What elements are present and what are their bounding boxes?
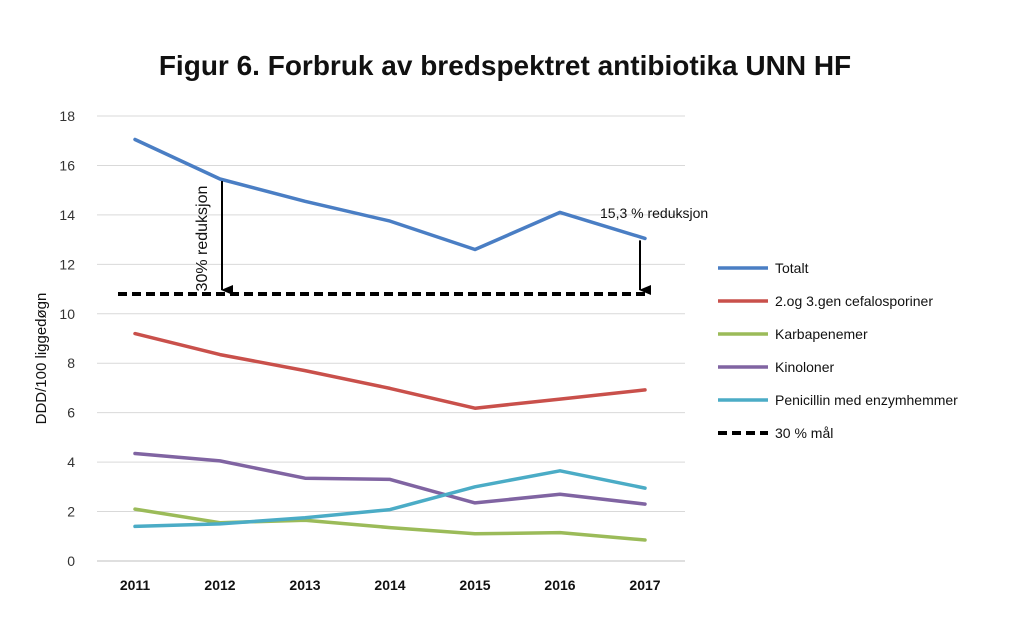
y-tick-label: 4	[67, 454, 75, 470]
y-tick-label: 6	[67, 405, 75, 421]
series-lines	[118, 137, 650, 542]
y-tick-label: 18	[59, 108, 75, 124]
x-tick-label: 2015	[459, 577, 490, 593]
chart-title: Figur 6. Forbruk av bredspektret antibio…	[158, 50, 852, 81]
x-tick-label: 2017	[629, 577, 660, 593]
annotations: 30% reduksjon 15,3 % reduksjon	[194, 181, 708, 295]
y-tick-label: 0	[67, 553, 75, 569]
x-tick-label: 2016	[544, 577, 575, 593]
series-line-penicillin-med-enzymhemmer	[133, 469, 647, 529]
y-tick-label: 14	[59, 207, 75, 223]
y-axis-title: DDD/100 liggedøgn	[33, 293, 50, 425]
y-tick-label: 16	[59, 157, 75, 173]
y-tick-label: 12	[59, 256, 75, 272]
annotation-label: 30% reduksjon	[194, 186, 211, 292]
y-tick-label: 2	[67, 504, 75, 520]
x-tick-label: 2012	[204, 577, 235, 593]
legend-label: Penicillin med enzymhemmer	[775, 392, 958, 408]
y-tick-label: 10	[59, 306, 75, 322]
x-tick-label: 2011	[120, 577, 151, 593]
series-line-totalt	[133, 137, 647, 252]
axes: 0 2 4 6 8 10 12 14 16 18 2011 2012 2013 2014 2015 2016 2…	[33, 108, 685, 593]
legend-label: 30 % mål	[775, 425, 833, 441]
legend-label: Totalt	[775, 260, 809, 276]
legend-label: 2.og 3.gen cefalosporiner	[775, 293, 933, 309]
gridlines	[97, 115, 685, 562]
legend-label: Karbapenemer	[775, 326, 868, 342]
legend: Totalt 2.og 3.gen cefalosporiner Karbapene…	[718, 260, 958, 441]
series-line-kinoloner	[133, 451, 647, 506]
legend-label: Kinoloner	[775, 359, 834, 375]
x-tick-label: 2013	[289, 577, 320, 593]
x-tick-label: 2014	[374, 577, 405, 593]
y-tick-label: 8	[67, 355, 75, 371]
annotation-label: 15,3 % reduksjon	[600, 205, 708, 221]
series-line-2-og-3-gen-cefalosporiner	[133, 331, 647, 410]
